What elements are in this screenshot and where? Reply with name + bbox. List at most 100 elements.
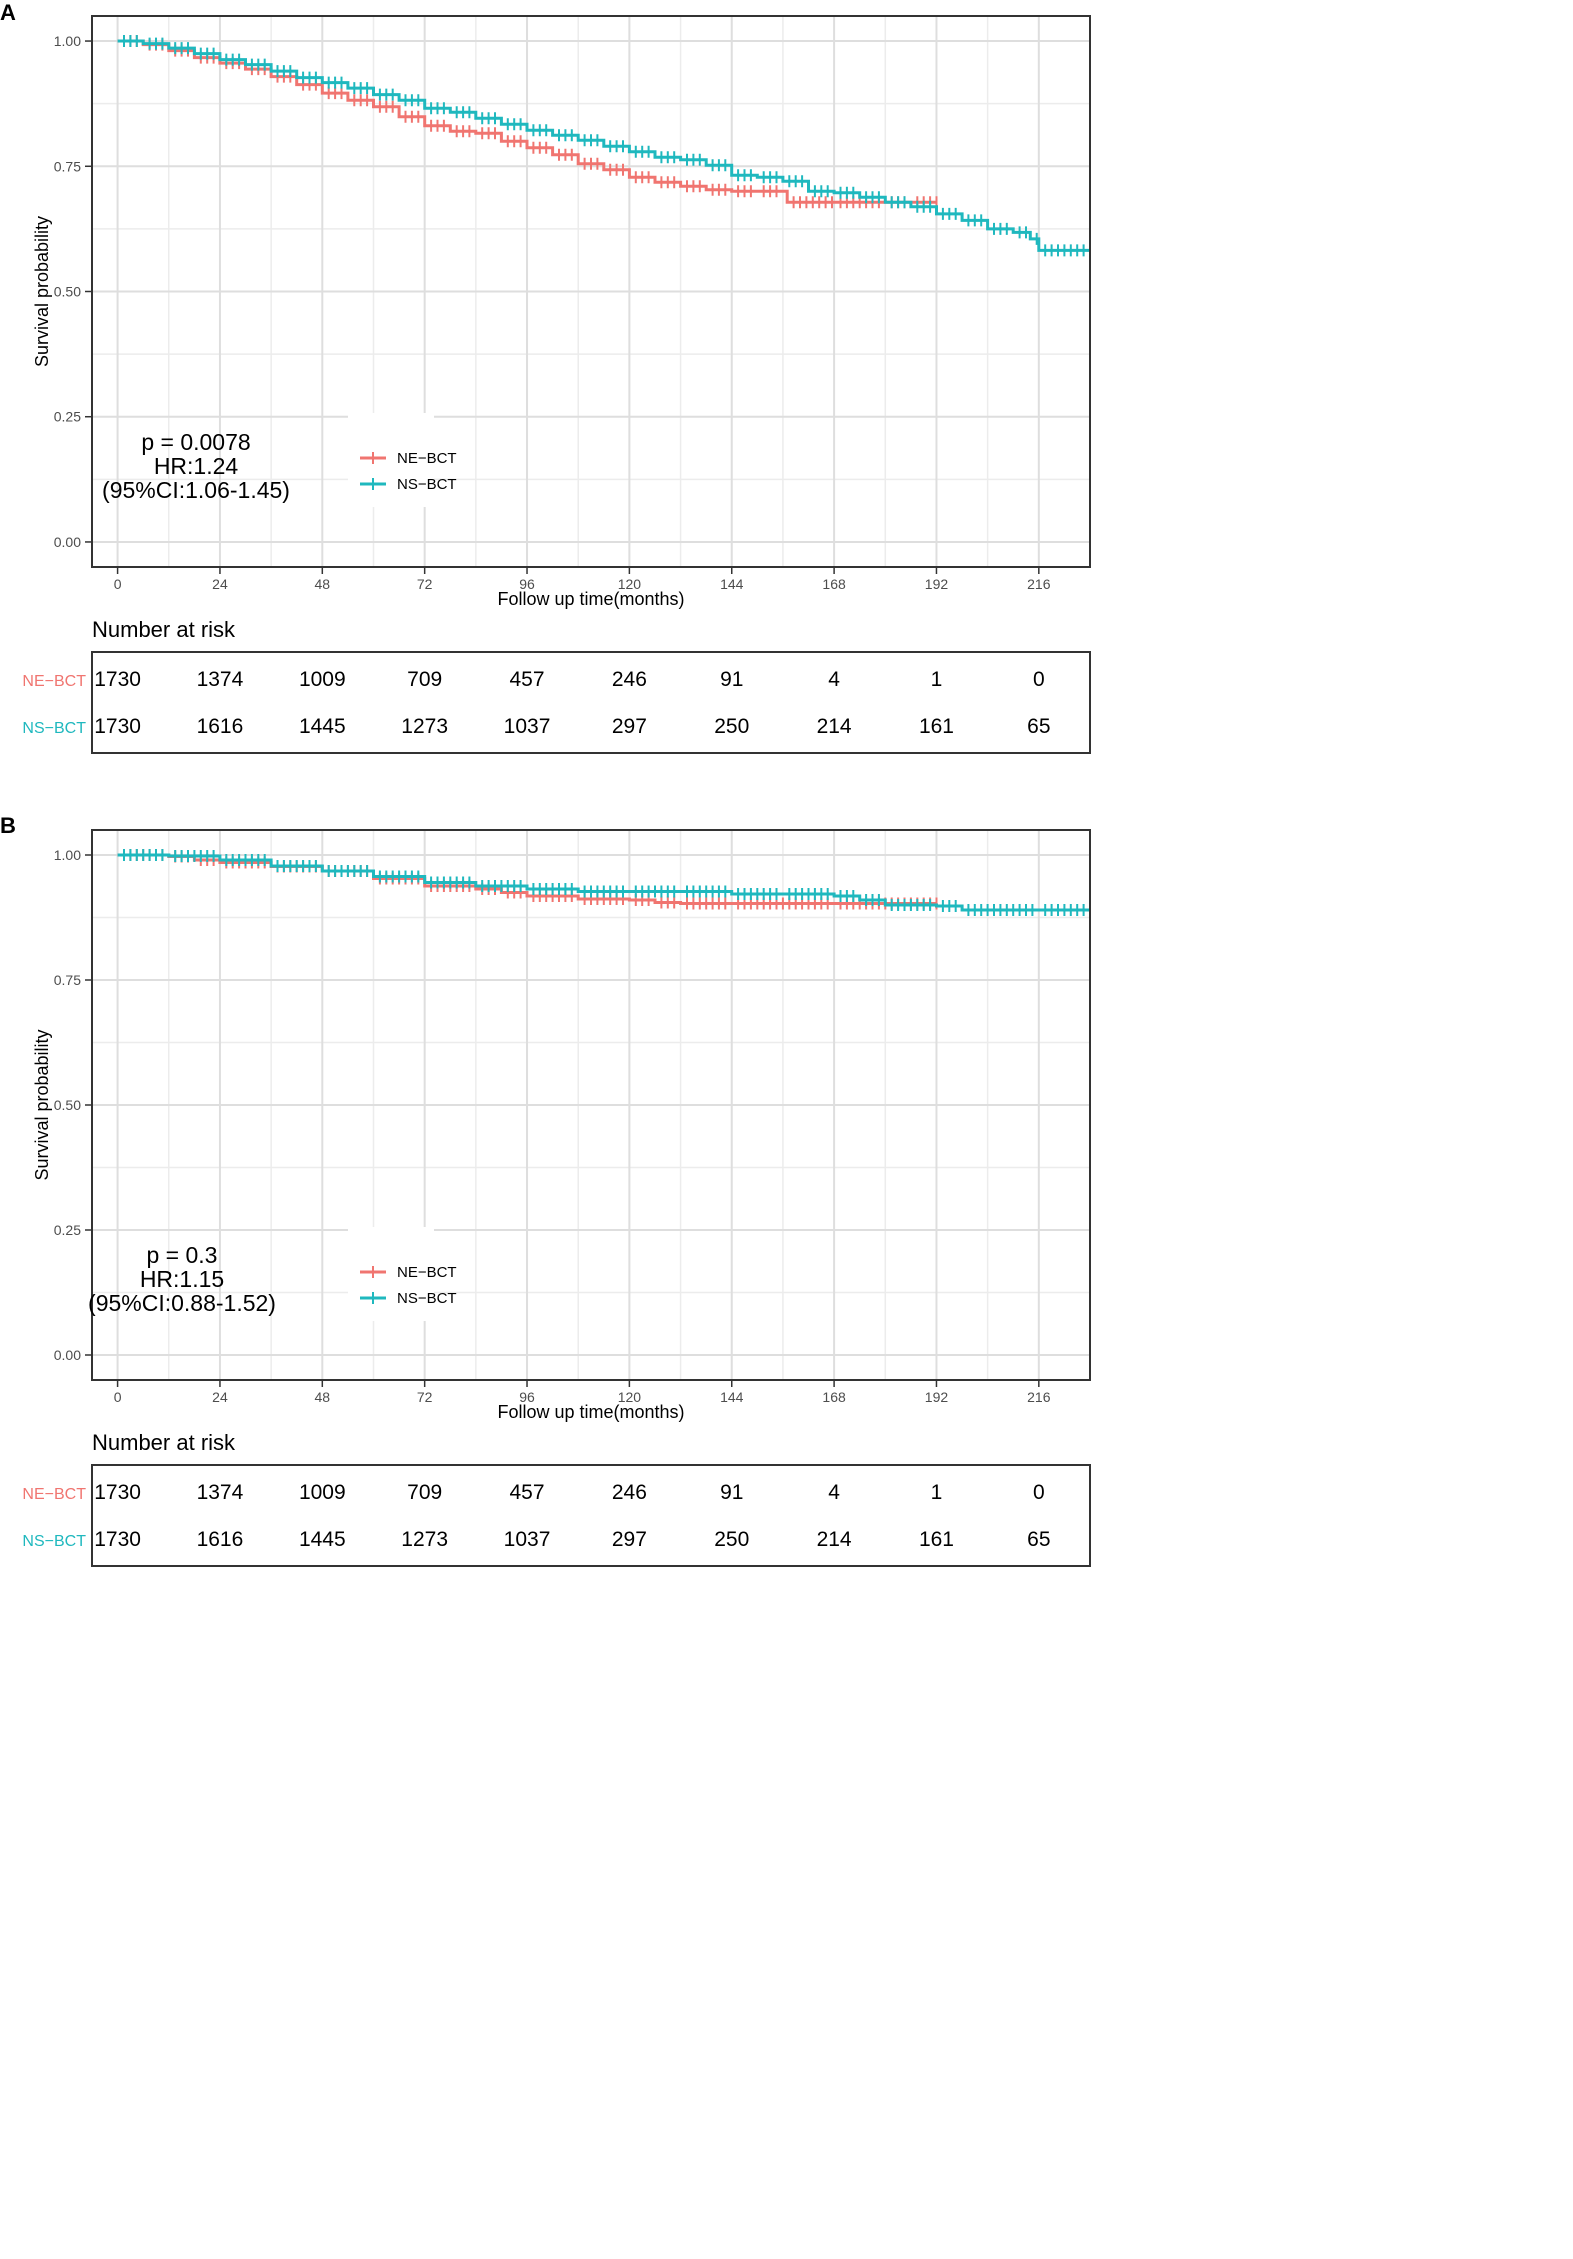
- series-ns-bct: [117, 35, 1091, 257]
- risk-cell: 1009: [299, 668, 346, 691]
- legend-label: NS−BCT: [397, 1290, 457, 1307]
- annotation-line: HR:1.24: [154, 453, 239, 479]
- y-tick-label: 0.00: [54, 534, 81, 550]
- x-tick-label: 144: [720, 576, 744, 592]
- risk-table-border: [91, 651, 1091, 754]
- x-tick-label: 48: [315, 1389, 331, 1405]
- panel-label: A: [0, 0, 16, 25]
- x-axis-label: Follow up time(months): [497, 1402, 684, 1422]
- risk-table: Number at risk NE−BCT 1730 1374 1009 709 457 24…: [22, 1430, 1091, 1567]
- risk-cell: 214: [817, 1528, 852, 1551]
- risk-cell: 1730: [94, 715, 141, 738]
- risk-cell: 1616: [197, 1528, 244, 1551]
- risk-cell: 1374: [197, 668, 244, 691]
- series-ns-bct: [117, 849, 1091, 916]
- y-tick-label: 1.00: [54, 33, 81, 49]
- annotation-line: (95%CI:1.06-1.45): [102, 477, 290, 503]
- panel-a: A 0 24 48 72 96 120 144 168 192 216 Follow up time(…: [0, 0, 1091, 754]
- censor-marks: [123, 849, 1091, 916]
- y-tick-label: 1.00: [54, 847, 81, 863]
- risk-cell: 250: [714, 715, 749, 738]
- x-tick-label: 168: [822, 576, 846, 592]
- risk-cell: 161: [919, 715, 954, 738]
- y-axis-label: Survival probability: [32, 1029, 52, 1180]
- risk-cell: 246: [612, 1481, 647, 1504]
- y-tick-label: 0.75: [54, 972, 81, 988]
- x-tick-label: 96: [519, 1389, 535, 1405]
- x-tick-label: 120: [618, 576, 642, 592]
- risk-cell: 250: [714, 1528, 749, 1551]
- risk-cell: 1730: [94, 1481, 141, 1504]
- risk-cell: 1445: [299, 715, 346, 738]
- y-tick-label: 0.50: [54, 1097, 81, 1113]
- risk-cell: 161: [919, 1528, 954, 1551]
- risk-cell: 91: [720, 1481, 743, 1504]
- survival-curve: [117, 853, 1090, 912]
- x-tick-label: 216: [1027, 576, 1051, 592]
- panel-label: B: [0, 813, 16, 838]
- risk-cell: 1273: [401, 715, 448, 738]
- legend-label: NS−BCT: [397, 476, 457, 493]
- x-tick-label: 192: [925, 1389, 949, 1405]
- x-tick-label: 96: [519, 576, 535, 592]
- risk-cell: 246: [612, 668, 647, 691]
- risk-cell: 4: [828, 668, 840, 691]
- risk-cell: 65: [1027, 1528, 1050, 1551]
- y-tick-label: 0.75: [54, 158, 81, 174]
- risk-table: Number at risk NE−BCT 1730 1374 1009 709 457 24…: [22, 617, 1091, 754]
- risk-cell: 1: [931, 668, 943, 691]
- x-axis: 0 24 48 72 96 120 144 168 192 216 Follow up time(m…: [114, 567, 1051, 609]
- y-axis: 0.00 0.25 0.50 0.75 1.00 Survival probability: [32, 847, 92, 1363]
- x-tick-label: 216: [1027, 1389, 1051, 1405]
- y-tick-label: 0.25: [54, 409, 81, 425]
- x-tick-label: 72: [417, 1389, 433, 1405]
- y-tick-label: 0.00: [54, 1347, 81, 1363]
- censor-marks: [123, 35, 1091, 257]
- risk-row-label: NS−BCT: [22, 720, 86, 737]
- x-tick-label: 0: [114, 1389, 122, 1405]
- legend: NE−BCT NS−BCT: [348, 413, 457, 507]
- x-axis: 0 24 48 72 96 120 144 168 192 216 Follow up time(m…: [114, 1380, 1051, 1422]
- risk-cell: 457: [510, 1481, 545, 1504]
- risk-cell: 297: [612, 715, 647, 738]
- x-tick-label: 144: [720, 1389, 744, 1405]
- risk-cell: 1009: [299, 1481, 346, 1504]
- risk-row-label: NS−BCT: [22, 1533, 86, 1550]
- annotation-line: p = 0.3: [147, 1242, 218, 1268]
- risk-cell: 0: [1033, 668, 1045, 691]
- risk-table-title: Number at risk: [92, 1430, 236, 1455]
- risk-cell: 1273: [401, 1528, 448, 1551]
- x-tick-label: 24: [212, 576, 228, 592]
- y-tick-label: 0.50: [54, 284, 81, 300]
- risk-cell: 0: [1033, 1481, 1045, 1504]
- risk-cell: 1445: [299, 1528, 346, 1551]
- risk-cell: 297: [612, 1528, 647, 1551]
- risk-cell: 1037: [504, 1528, 551, 1551]
- risk-row-label: NE−BCT: [22, 1486, 86, 1503]
- legend-label: NE−BCT: [397, 450, 457, 467]
- risk-cell: 91: [720, 668, 743, 691]
- x-tick-label: 72: [417, 576, 433, 592]
- risk-cell: 1730: [94, 668, 141, 691]
- y-axis-label: Survival probability: [32, 216, 52, 367]
- risk-cell: 1730: [94, 1528, 141, 1551]
- risk-cell: 4: [828, 1481, 840, 1504]
- legend: NE−BCT NS−BCT: [348, 1227, 457, 1321]
- x-axis-label: Follow up time(months): [497, 589, 684, 609]
- risk-table-title: Number at risk: [92, 617, 236, 642]
- x-tick-label: 192: [925, 576, 949, 592]
- risk-cell: 65: [1027, 715, 1050, 738]
- annotation-line: (95%CI:0.88-1.52): [88, 1290, 276, 1316]
- y-axis: 0.00 0.25 0.50 0.75 1.00 Survival probability: [32, 33, 92, 550]
- x-tick-label: 168: [822, 1389, 846, 1405]
- legend-box: [348, 1227, 434, 1321]
- risk-cell: 709: [407, 668, 442, 691]
- risk-cell: 1: [931, 1481, 943, 1504]
- legend-label: NE−BCT: [397, 1264, 457, 1281]
- x-tick-label: 24: [212, 1389, 228, 1405]
- x-tick-label: 48: [315, 576, 331, 592]
- panel-b: B 0 24 48 72 96 120 144 168 192 216 Follow up time(…: [0, 813, 1091, 1567]
- risk-cell: 214: [817, 715, 852, 738]
